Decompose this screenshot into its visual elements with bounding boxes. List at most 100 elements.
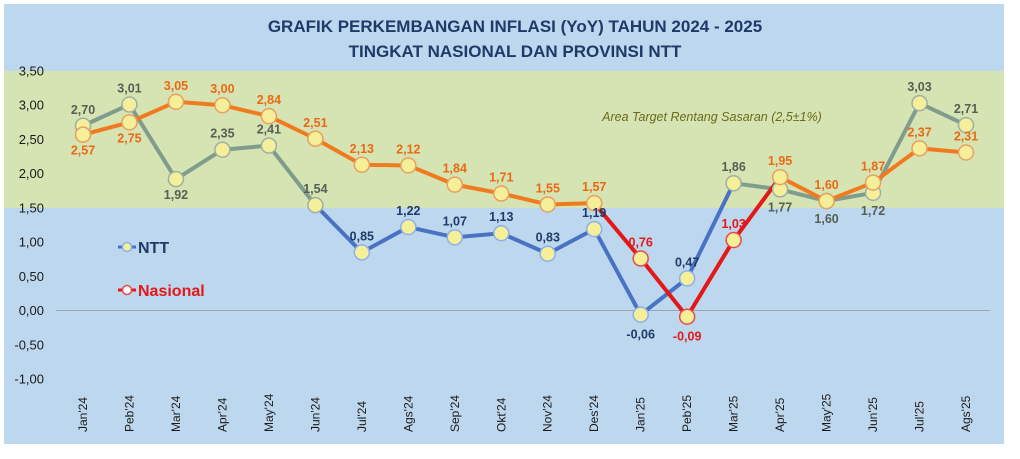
legend: NTT Nasional [118, 240, 205, 300]
nasional-line-segment [592, 201, 643, 261]
nasional-data-label: 1,95 [768, 154, 792, 168]
nasional-point [911, 140, 928, 157]
nasional-point [771, 168, 789, 186]
ntt-line-segment [266, 143, 318, 208]
ntt-point [214, 141, 231, 158]
ntt-point [121, 96, 138, 113]
x-tick-label: Jan'25 [634, 397, 648, 432]
nasional-data-label: 2,57 [71, 144, 95, 158]
nasional-line-segment [638, 256, 690, 319]
nasional-point [725, 231, 742, 249]
ntt-data-label: 0,85 [350, 229, 374, 243]
x-tick-label: Peb'25 [680, 395, 694, 432]
nasional-data-label: 3,00 [210, 82, 234, 96]
target-band-note: Area Target Rentang Sasaran (2,5±1%) [601, 110, 822, 124]
y-tick-label: 3,00 [19, 98, 44, 113]
x-tick-label: Jun'24 [308, 397, 322, 432]
x-tick-label: Des'24 [587, 395, 601, 432]
ntt-data-label: 3,03 [907, 80, 931, 94]
nasional-line-segment [313, 136, 364, 167]
series-markers [74, 93, 975, 325]
ntt-data-label: 2,70 [71, 103, 95, 117]
ntt-data-label: 1,13 [489, 210, 513, 224]
y-tick-label: 3,50 [19, 64, 44, 79]
nasional-point [353, 156, 371, 174]
ntt-line-segment [499, 231, 550, 256]
nasional-point [493, 185, 510, 202]
nasional-data-label: 1,57 [582, 180, 606, 194]
data-labels: 2,70 3,01 1,92 2,35 2,41 1,54 0,85 1,22 1,07 1,13… [71, 79, 978, 344]
ntt-line-segment [545, 227, 597, 256]
nasional-data-label: 2,37 [907, 125, 931, 139]
ntt-data-label: 2,41 [257, 123, 281, 137]
legend-nasional-label: Nasional [138, 283, 205, 300]
legend-item-nasional: Nasional [118, 283, 205, 300]
nasional-point [167, 93, 185, 111]
ntt-line-segment [173, 147, 225, 182]
nasional-point [632, 250, 649, 267]
ntt-line-segment [359, 225, 411, 255]
x-tick-label: Sep'24 [448, 395, 462, 432]
nasional-point [74, 126, 92, 143]
ntt-point [307, 196, 324, 214]
x-tick-label: Okt'24 [494, 397, 508, 432]
x-tick-label: Nov'24 [541, 395, 555, 432]
nasional-data-label: 1,87 [861, 160, 885, 174]
y-axis-ticks: 3,50 3,00 2,50 2,00 1,50 1,00 0,50 0,00 -0,50 -1,… [14, 64, 44, 387]
ntt-data-label: -0,06 [626, 328, 655, 342]
ntt-data-label: 1,07 [443, 214, 467, 228]
x-tick-label: Apr'25 [773, 397, 787, 432]
x-tick-label: Ags'25 [959, 395, 973, 432]
x-tick-label: Jul'24 [355, 401, 369, 432]
ntt-point [400, 218, 417, 236]
ntt-data-label: 1,72 [861, 204, 885, 218]
nasional-data-label: 1,84 [443, 162, 467, 176]
nasional-data-label: 1,60 [814, 178, 838, 192]
x-tick-label: Mar'24 [169, 395, 183, 432]
x-tick-label: Apr'24 [215, 397, 229, 432]
ntt-data-label: 1,60 [814, 212, 838, 226]
ntt-point [911, 94, 928, 112]
nasional-data-label: -0,09 [673, 330, 702, 344]
nasional-data-label: 2,84 [257, 93, 281, 107]
nasional-data-label: 1,03 [721, 217, 745, 231]
nasional-point [818, 192, 835, 210]
nasional-point [121, 114, 138, 131]
nasional-point [585, 194, 603, 212]
y-tick-label: 0,00 [19, 303, 44, 318]
chart-title: GRAFIK PERKEMBANGAN INFLASI (YoY) TAHUN … [268, 17, 762, 36]
nasional-point [539, 196, 556, 213]
nasional-point [214, 96, 231, 114]
ntt-point [260, 137, 278, 154]
ntt-line-segment [313, 203, 364, 255]
nasional-data-label: 2,51 [303, 116, 327, 130]
ntt-point [632, 306, 649, 323]
x-tick-label: Mar'25 [727, 395, 741, 432]
nasional-data-label: 2,75 [117, 131, 141, 145]
y-tick-label: -0,50 [14, 337, 44, 352]
nasional-point [400, 157, 417, 174]
nasional-point [678, 308, 696, 325]
legend-ntt-label: NTT [138, 240, 169, 257]
nasional-point [957, 144, 975, 161]
ntt-data-label: 0,47 [675, 255, 699, 269]
ntt-point [678, 270, 696, 287]
ntt-data-label: 2,35 [210, 127, 234, 141]
ntt-point [446, 229, 464, 246]
x-tick-label: Jan'24 [76, 397, 90, 432]
ntt-line-segment [685, 181, 736, 281]
nasional-line-segment [127, 99, 178, 125]
ntt-point [725, 174, 742, 192]
ntt-data-label: 1,19 [582, 206, 606, 220]
nasional-line-segment [824, 180, 876, 204]
ntt-point [539, 245, 556, 262]
ntt-point [585, 220, 603, 238]
nasional-point [864, 174, 882, 191]
nasional-data-label: 2,31 [954, 129, 978, 143]
ntt-point [493, 224, 510, 242]
ntt-line-segment [81, 102, 132, 128]
ntt-data-label: 0,83 [536, 231, 560, 245]
x-tick-label: Ags'24 [401, 395, 415, 432]
x-axis-ticks: Jan'24 Peb'24 Mar'24 Apr'24 May'24 Jun'24 Jul'… [76, 393, 973, 432]
